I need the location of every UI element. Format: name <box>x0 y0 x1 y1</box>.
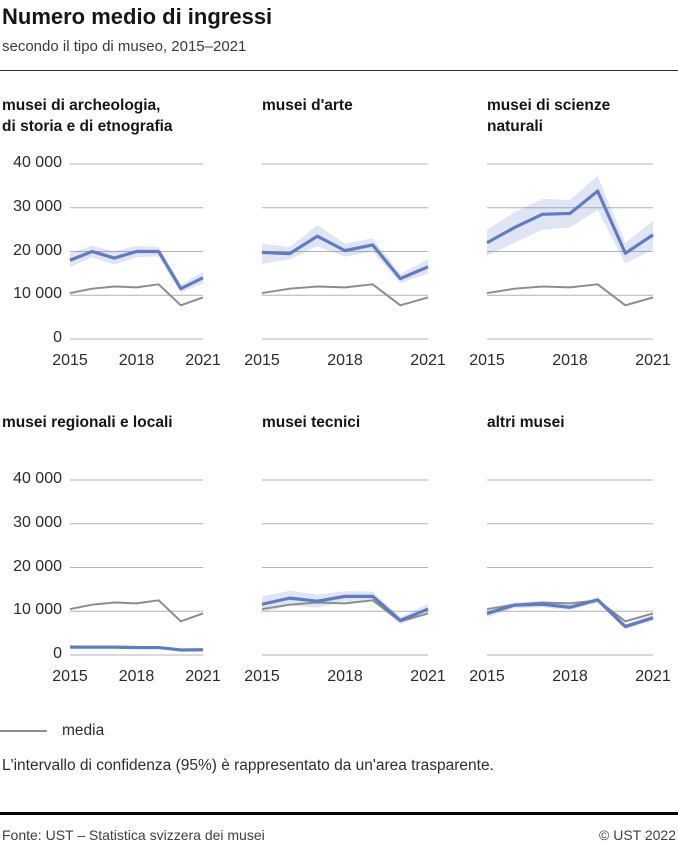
x-axis-tick-label: 2015 <box>52 352 88 369</box>
x-axis-tick-label: 2018 <box>552 668 588 685</box>
y-axis-tick-label: 0 <box>53 645 62 662</box>
x-axis-tick-label: 2018 <box>327 352 363 369</box>
media-line-swatch <box>0 730 47 732</box>
x-axis-tick-label: 2021 <box>185 352 221 369</box>
x-axis-tick-label: 2015 <box>469 668 505 685</box>
media-line <box>261 283 429 307</box>
x-axis-tick-label: 2021 <box>635 668 671 685</box>
x-axis-tick-label: 2015 <box>244 668 280 685</box>
chart-scienze-naturali <box>486 163 654 340</box>
y-axis-tick-label: 40 000 <box>13 154 62 171</box>
y-axis-tick-label: 10 000 <box>13 601 62 619</box>
y-axis-tick-label: 30 000 <box>13 197 62 215</box>
value-line <box>486 189 654 255</box>
x-axis-tick-label: 2021 <box>635 352 671 369</box>
y-axis-tick-label: 20 000 <box>13 557 62 575</box>
confidence-interval-note: L'intervallo di confidenza (95%) è rappr… <box>2 757 494 774</box>
confidence-band <box>262 225 428 283</box>
page-subtitle: secondo il tipo di museo, 2015–2021 <box>2 38 247 55</box>
chart-title-tecnici: musei tecnici <box>262 414 361 431</box>
value-line <box>69 249 204 291</box>
y-axis-tick-label: 20 000 <box>13 241 62 259</box>
media-line <box>69 283 204 307</box>
chart-arte <box>261 163 429 340</box>
legend-label-media: media <box>62 722 105 739</box>
x-axis-tick-label: 2015 <box>469 352 505 369</box>
x-axis-tick-label: 2021 <box>410 352 446 369</box>
value-line <box>486 598 654 629</box>
copyright-text: © UST 2022 <box>599 827 676 843</box>
x-axis-tick-label: 2018 <box>118 352 155 369</box>
value-line <box>261 594 429 623</box>
x-axis-tick-label: 2021 <box>410 668 446 685</box>
chart-title-scienze-naturali: musei di scienze naturali <box>487 97 611 135</box>
y-axis-tick-label: 10 000 <box>13 285 62 303</box>
chart-regionali-locali <box>69 479 204 656</box>
footer-divider <box>0 812 678 815</box>
chart-title-arte: musei d'arte <box>262 97 353 114</box>
media-line <box>69 599 204 623</box>
x-axis-tick-label: 2015 <box>52 668 88 685</box>
x-axis-tick-label: 2018 <box>327 668 363 685</box>
x-axis-tick-label: 2018 <box>552 352 588 369</box>
x-axis-tick-label: 2018 <box>118 668 155 685</box>
x-axis-tick-label: 2021 <box>185 668 221 685</box>
chart-title-archeologia-storia-etnografia: musei di archeologia, di storia e di etn… <box>2 97 173 135</box>
value-line <box>70 645 204 652</box>
value-line <box>261 234 429 281</box>
x-axis-tick-label: 2015 <box>244 352 280 369</box>
y-axis-tick-label: 40 000 <box>13 470 62 487</box>
confidence-band <box>70 245 203 293</box>
page-title: Numero medio di ingressi <box>2 4 273 29</box>
chart-archeologia-storia-etnografia <box>69 163 204 340</box>
y-axis-tick-label: 30 000 <box>13 513 62 531</box>
chart-title-altri-musei: altri musei <box>487 414 565 431</box>
chart-tecnici <box>261 479 429 656</box>
header-divider <box>0 70 678 71</box>
chart-altri-musei <box>486 479 654 656</box>
chart-title-regionali-locali: musei regionali e locali <box>2 414 173 431</box>
media-line <box>486 283 654 307</box>
confidence-band <box>487 175 653 264</box>
y-axis-tick-label: 0 <box>53 329 62 346</box>
source-text: Fonte: UST – Statistica svizzera dei mus… <box>2 827 265 843</box>
